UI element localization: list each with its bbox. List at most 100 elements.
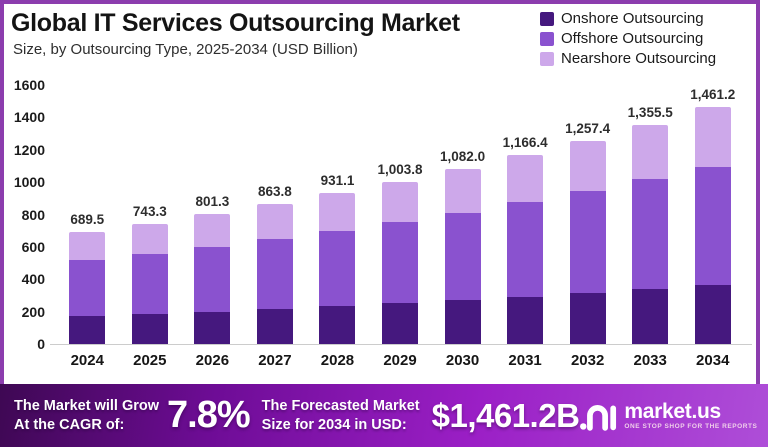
bar-segment-onshore bbox=[319, 306, 356, 344]
bar-segment-onshore bbox=[632, 289, 669, 344]
y-tick-label: 600 bbox=[21, 238, 45, 255]
stacked-bar bbox=[444, 168, 481, 344]
stacked-bar bbox=[69, 232, 106, 344]
bar-segment-offshore bbox=[256, 239, 293, 310]
bar-column: 1,461.2 2034 bbox=[681, 85, 744, 369]
forecast-value: $1,461.2B bbox=[431, 396, 580, 434]
bar-segment-offshore bbox=[69, 260, 106, 317]
y-tick-label: 200 bbox=[21, 303, 45, 320]
x-axis-label: 2034 bbox=[696, 352, 730, 369]
bar-column: 931.1 2028 bbox=[306, 85, 369, 369]
axis-baseline bbox=[50, 344, 752, 345]
legend-label: Offshore Outsourcing bbox=[561, 30, 704, 47]
bar-segment-nearshore bbox=[444, 168, 481, 213]
bar-column: 689.5 2024 bbox=[56, 85, 119, 369]
bar-segment-offshore bbox=[632, 179, 669, 290]
bar-segment-offshore bbox=[319, 230, 356, 307]
bar-segment-onshore bbox=[444, 300, 481, 344]
bar-total-label: 743.3 bbox=[132, 203, 167, 219]
legend-swatch-icon bbox=[540, 31, 554, 46]
bar-total-label: 1,461.2 bbox=[690, 87, 736, 103]
x-axis-label: 2026 bbox=[195, 352, 230, 369]
stacked-bar bbox=[256, 204, 293, 344]
y-axis: 0 200 400 600 800 1000 1200 1400 1600 bbox=[0, 0, 45, 380]
legend: Onshore Outsourcing Offshore Outsourcing N… bbox=[540, 9, 716, 68]
y-tick-label: 1000 bbox=[13, 174, 45, 191]
bar-total-label: 801.3 bbox=[195, 194, 230, 210]
bar-total-label: 1,355.5 bbox=[627, 104, 673, 120]
bar-segment-offshore bbox=[694, 166, 731, 285]
x-axis-label: 2029 bbox=[383, 352, 417, 369]
x-axis-label: 2025 bbox=[133, 352, 167, 369]
bar-segment-nearshore bbox=[256, 204, 293, 240]
marketus-logo: market.us ONE STOP SHOP FOR THE REPORTS bbox=[579, 399, 759, 432]
bar-segment-onshore bbox=[694, 284, 731, 344]
marketus-logo-icon bbox=[580, 405, 617, 431]
bar-segment-nearshore bbox=[507, 155, 544, 203]
forecast-text-line2: Size for 2034 in USD: bbox=[261, 416, 407, 433]
bar-segment-onshore bbox=[382, 303, 418, 344]
stacked-bar bbox=[569, 140, 606, 344]
bar-total-label: 689.5 bbox=[70, 212, 105, 228]
bar-total-label: 1,257.4 bbox=[565, 120, 611, 136]
x-axis-label: 2031 bbox=[508, 352, 542, 369]
bar-column: 801.3 2026 bbox=[181, 85, 244, 369]
legend-swatch-icon bbox=[540, 11, 554, 26]
cagr-value: 7.8% bbox=[167, 394, 251, 436]
bar-column: 1,082.0 2030 bbox=[431, 85, 494, 369]
marketus-tagline: ONE STOP SHOP FOR THE REPORTS bbox=[624, 422, 758, 430]
stacked-bar bbox=[382, 181, 418, 344]
legend-item: Onshore Outsourcing bbox=[540, 9, 716, 28]
bar-segment-offshore bbox=[194, 246, 231, 312]
plot-area: 689.5 2024 743.3 2025 801.3 2026 863.8 2027 931.… bbox=[56, 85, 744, 370]
legend-label: Nearshore Outsourcing bbox=[561, 50, 717, 67]
bar-segment-offshore bbox=[444, 212, 481, 301]
stacked-bar bbox=[194, 214, 231, 344]
bar-segment-offshore bbox=[131, 253, 168, 314]
stacked-bar bbox=[319, 193, 356, 344]
bar-column: 863.8 2027 bbox=[244, 85, 307, 369]
bar-column: 1,355.5 2033 bbox=[619, 85, 682, 369]
x-axis-label: 2024 bbox=[70, 352, 104, 369]
cagr-text-line1: The Market will Grow bbox=[14, 397, 160, 414]
legend-label: Onshore Outsourcing bbox=[561, 10, 704, 27]
bar-segment-nearshore bbox=[319, 193, 356, 231]
cagr-text: The Market will Grow At the CAGR of: bbox=[14, 397, 159, 434]
stacked-bar bbox=[507, 155, 544, 344]
bar-column: 743.3 2025 bbox=[119, 85, 182, 369]
bar-segment-nearshore bbox=[694, 107, 731, 167]
bar-total-label: 1,082.0 bbox=[440, 148, 486, 164]
legend-swatch-icon bbox=[540, 51, 554, 66]
bar-segment-onshore bbox=[194, 311, 231, 344]
bar-total-label: 1,166.4 bbox=[502, 135, 548, 151]
y-tick-label: 0 bbox=[37, 336, 45, 352]
forecast-text: The Forecasted Market Size for 2034 in U… bbox=[262, 397, 420, 434]
bar-segment-onshore bbox=[131, 313, 168, 344]
bar-segment-nearshore bbox=[69, 232, 106, 261]
y-tick-label: 400 bbox=[21, 271, 45, 288]
marketus-wordmark: market.us bbox=[624, 399, 721, 423]
stacked-bar bbox=[131, 223, 168, 344]
bar-segment-onshore bbox=[69, 316, 106, 344]
y-tick-label: 1200 bbox=[13, 141, 45, 158]
bar-column: 1,003.8 2029 bbox=[369, 85, 432, 369]
bar-segment-nearshore bbox=[632, 124, 669, 180]
bar-segment-offshore bbox=[382, 222, 418, 304]
chart-title: Global IT Services Outsourcing Market bbox=[11, 9, 460, 37]
stacked-bar bbox=[694, 107, 731, 344]
x-axis-label: 2030 bbox=[445, 352, 480, 369]
bar-column: 1,166.4 2031 bbox=[494, 85, 557, 369]
bar-column: 1,257.4 2032 bbox=[556, 85, 619, 370]
y-tick-label: 1400 bbox=[13, 109, 45, 126]
bar-segment-onshore bbox=[256, 309, 293, 344]
x-axis-label: 2028 bbox=[320, 352, 355, 369]
bar-total-label: 931.1 bbox=[320, 173, 355, 189]
stacked-bar bbox=[632, 124, 669, 344]
cagr-banner: The Market will Grow At the CAGR of: 7.8… bbox=[0, 384, 768, 447]
bar-segment-nearshore bbox=[382, 181, 418, 223]
y-tick-label: 1600 bbox=[13, 77, 45, 93]
legend-item: Offshore Outsourcing bbox=[540, 29, 716, 48]
x-axis-label: 2027 bbox=[258, 352, 292, 369]
y-tick-label: 800 bbox=[21, 206, 45, 223]
